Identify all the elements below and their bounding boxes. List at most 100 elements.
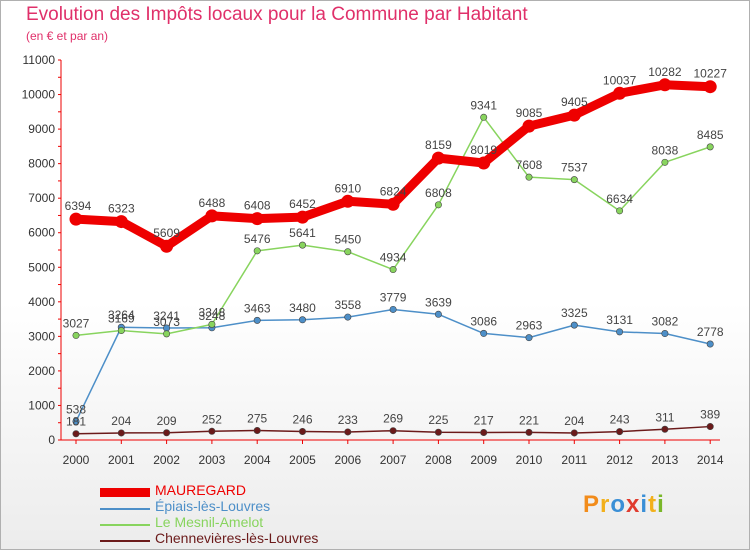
legend-swatch <box>100 540 150 542</box>
data-point <box>567 108 581 122</box>
data-point <box>69 212 83 226</box>
data-label: 2963 <box>516 319 543 333</box>
x-tick-label: 2012 <box>606 453 633 467</box>
data-point <box>616 207 624 215</box>
data-label: 8159 <box>425 138 452 152</box>
data-label: 243 <box>610 413 630 427</box>
data-label: 9405 <box>561 95 588 109</box>
legend-swatch <box>100 488 150 497</box>
data-point <box>205 209 219 223</box>
data-label: 7608 <box>516 158 543 172</box>
data-point <box>72 430 80 438</box>
data-point <box>658 78 672 92</box>
data-point <box>344 428 352 436</box>
y-tick-label: 0 <box>48 433 55 447</box>
legend-label: Épiais-lès-Louvres <box>155 498 271 514</box>
data-label: 233 <box>338 413 358 427</box>
data-point <box>661 425 669 433</box>
data-label: 181 <box>66 415 86 429</box>
y-tick-label: 9000 <box>28 122 55 136</box>
chart-subtitle: (en € et par an) <box>26 29 109 43</box>
x-tick-label: 2004 <box>244 453 271 467</box>
y-tick-label: 2000 <box>28 364 55 378</box>
data-point <box>525 173 533 181</box>
y-tick-label: 7000 <box>28 191 55 205</box>
logo-letter: x <box>626 491 641 518</box>
data-point <box>117 327 125 335</box>
data-label: 8019 <box>470 143 497 157</box>
data-label: 6910 <box>334 181 361 195</box>
data-point <box>296 210 309 224</box>
data-label: 7537 <box>561 161 588 175</box>
x-tick-label: 2001 <box>108 453 135 467</box>
proxiti-logo: Proxiti <box>583 491 665 519</box>
data-point <box>480 113 488 121</box>
data-point <box>661 330 669 338</box>
data-point <box>298 316 306 324</box>
data-point <box>706 423 714 431</box>
data-point <box>72 417 80 425</box>
data-label: 10227 <box>694 67 728 81</box>
data-label: 6394 <box>65 199 92 213</box>
x-tick-label: 2008 <box>425 453 452 467</box>
logo-letter: i <box>640 491 649 518</box>
data-label: 3639 <box>425 295 452 309</box>
data-label: 3241 <box>153 309 180 323</box>
data-point <box>480 429 488 437</box>
data-point <box>250 212 264 226</box>
data-point <box>117 429 125 437</box>
x-tick-label: 2005 <box>289 453 316 467</box>
data-label: 8485 <box>697 128 724 142</box>
data-point <box>570 321 578 329</box>
y-tick-label: 10000 <box>22 88 56 102</box>
legend-swatch <box>100 508 150 510</box>
data-label: 204 <box>564 414 584 428</box>
data-label: 8038 <box>652 143 679 157</box>
line-chart: 0 1000 2000 3000 4000 5000 6000 7000 8000 9000 100… <box>22 53 728 467</box>
x-tick-label: 2007 <box>380 453 407 467</box>
x-tick-label: 2010 <box>516 453 543 467</box>
x-tick-label: 2006 <box>334 453 361 467</box>
data-point <box>522 119 536 133</box>
data-point <box>525 428 533 436</box>
data-label: 209 <box>157 414 177 428</box>
logo-letter: P <box>583 491 601 518</box>
y-tick-label: 6000 <box>28 226 55 240</box>
data-label: 389 <box>700 408 720 422</box>
y-tick-label: 8000 <box>28 157 55 171</box>
data-point <box>389 427 397 435</box>
data-label: 5609 <box>153 226 180 240</box>
data-point <box>434 201 442 209</box>
data-point <box>208 320 216 328</box>
data-label: 225 <box>428 413 448 427</box>
series-line <box>75 80 711 251</box>
data-point <box>253 316 261 324</box>
data-label: 3073 <box>153 315 180 329</box>
data-label: 3264 <box>108 308 135 322</box>
data-label: 10037 <box>603 73 637 87</box>
data-point <box>114 215 128 229</box>
data-point <box>344 248 352 256</box>
data-point <box>72 331 80 339</box>
data-point <box>703 80 717 94</box>
data-point <box>434 310 442 318</box>
y-tick-label: 4000 <box>28 295 55 309</box>
chart-title: Evolution des Impôts locaux pour la Comm… <box>26 4 528 25</box>
data-label: 3131 <box>606 313 633 327</box>
data-label: 3082 <box>652 315 679 329</box>
data-point <box>706 340 714 348</box>
legend-label: Le Mesnil-Amelot <box>155 514 264 530</box>
data-label: 3169 <box>108 312 135 326</box>
data-label: 10282 <box>648 65 682 79</box>
logo-letter: r <box>600 491 611 518</box>
data-point <box>298 241 306 249</box>
data-label: 6824 <box>380 184 407 198</box>
data-point <box>389 305 397 313</box>
data-label: 217 <box>474 414 494 428</box>
data-point <box>389 266 397 274</box>
data-point <box>661 158 669 166</box>
data-point <box>570 429 578 437</box>
data-label: 538 <box>66 402 86 416</box>
data-label: 3248 <box>199 309 226 323</box>
x-tick-label: 2003 <box>199 453 226 467</box>
